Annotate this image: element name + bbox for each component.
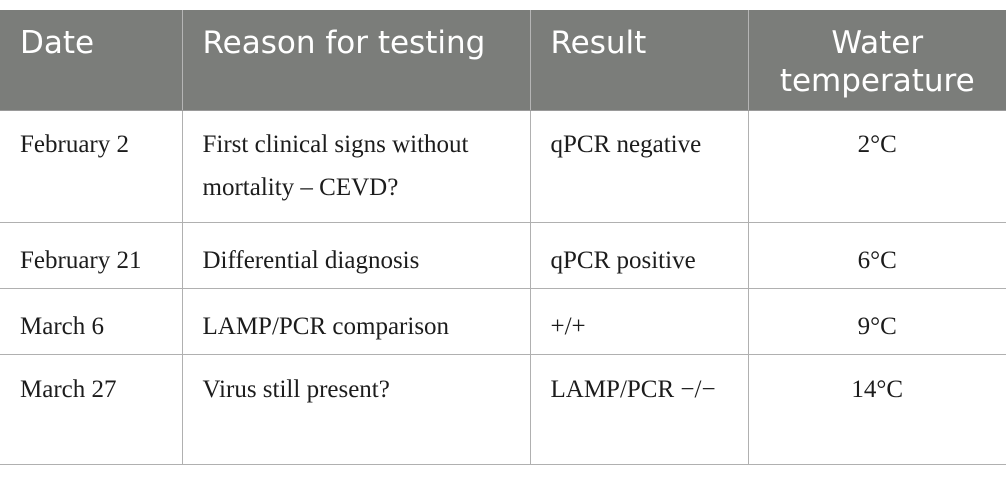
table-row: February 2 First clinical signs without …: [0, 110, 1006, 223]
cell-water-temperature: 9°C: [747, 288, 1006, 355]
cell-water-temperature: 6°C: [747, 222, 1006, 289]
table-body: February 2 First clinical signs without …: [0, 110, 1006, 465]
table-row: March 6 LAMP/PCR comparison +/+ 9°C: [0, 288, 1006, 355]
table-row: March 27 Virus still present? LAMP/PCR −…: [0, 354, 1006, 465]
cell-reason: LAMP/PCR comparison: [181, 288, 530, 355]
table-row: February 21 Differential diagnosis qPCR …: [0, 222, 1006, 289]
cell-date: March 6: [0, 288, 182, 355]
header-reason: Reason for testing: [181, 10, 530, 111]
header-row: Date Reason for testing Result Water tem…: [0, 10, 1006, 111]
header-result: Result: [529, 10, 748, 111]
header-water-temperature: Water temperature: [747, 10, 1006, 111]
header-date: Date: [0, 10, 182, 111]
cell-result: qPCR negative: [529, 110, 748, 223]
cell-reason: Differential diagnosis: [181, 222, 530, 289]
table-header: Date Reason for testing Result Water tem…: [0, 10, 1006, 111]
cell-result: qPCR positive: [529, 222, 748, 289]
cell-water-temperature: 2°C: [747, 110, 1006, 223]
cell-date: February 21: [0, 222, 182, 289]
cell-date: February 2: [0, 110, 182, 223]
cell-result: +/+: [529, 288, 748, 355]
cell-result: LAMP/PCR −/−: [529, 354, 748, 465]
testing-table: Date Reason for testing Result Water tem…: [0, 10, 1006, 465]
cell-reason: First clinical signs without mortality –…: [181, 110, 530, 223]
cell-water-temperature: 14°C: [747, 354, 1006, 465]
cell-reason: Virus still present?: [181, 354, 530, 465]
cell-date: March 27: [0, 354, 182, 465]
